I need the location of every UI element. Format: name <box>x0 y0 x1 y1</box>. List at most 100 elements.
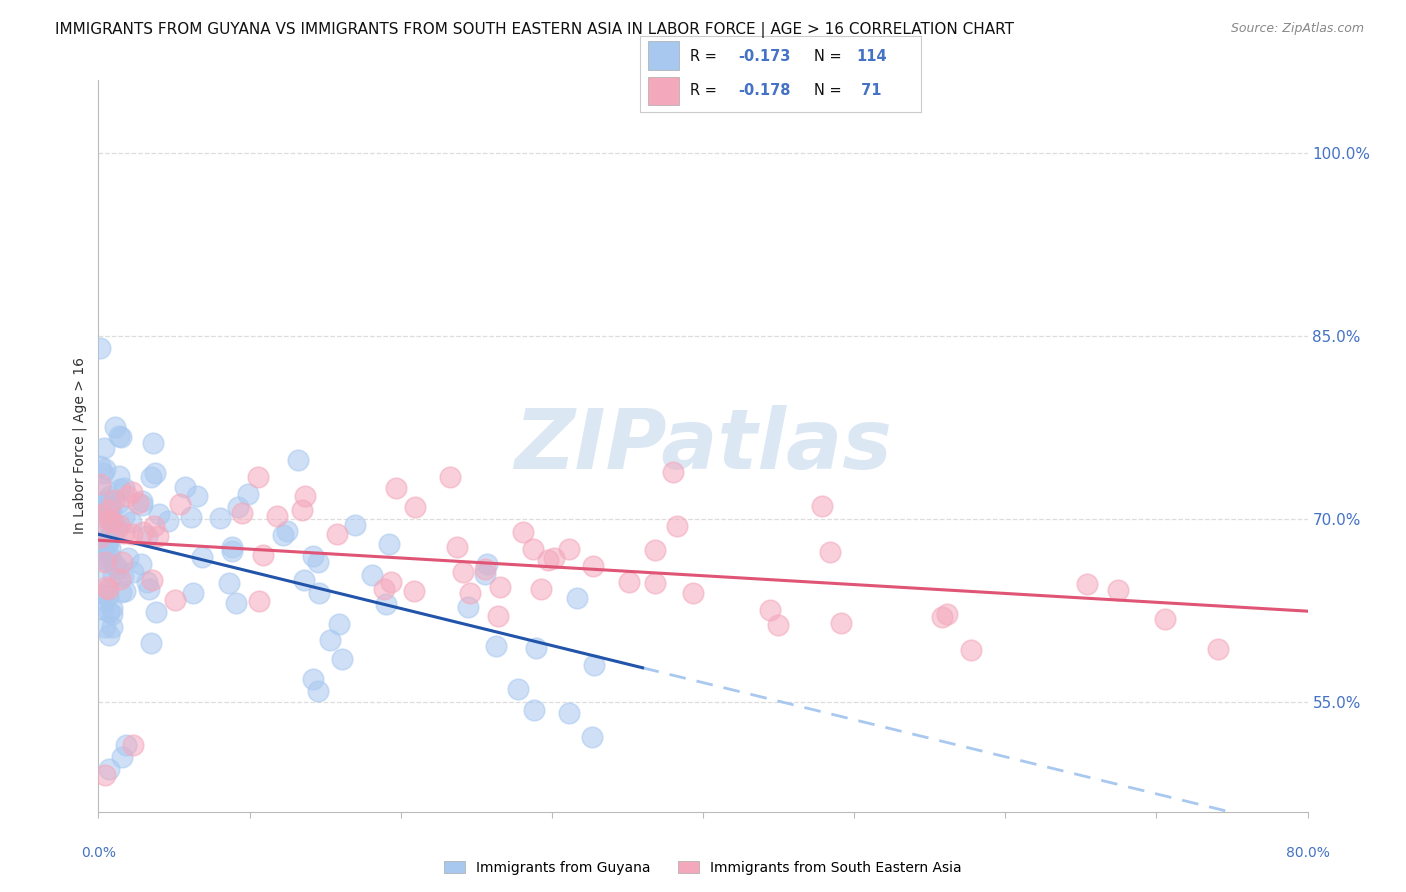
Point <box>97 503 120 517</box>
Point <box>91 467 114 481</box>
Point <box>475 557 498 571</box>
Point <box>451 566 474 580</box>
Point <box>97 531 120 545</box>
Point <box>89 508 111 522</box>
Point <box>156 514 179 528</box>
Point <box>582 657 605 672</box>
Point <box>830 616 852 631</box>
Point <box>111 749 134 764</box>
Point <box>221 540 243 554</box>
Point <box>380 574 402 589</box>
Point <box>191 550 214 565</box>
Point <box>93 442 115 456</box>
Point <box>231 506 253 520</box>
Point <box>145 605 167 619</box>
Point <box>759 602 782 616</box>
Point <box>107 517 129 532</box>
Point <box>108 572 131 586</box>
Point <box>558 542 581 557</box>
Point <box>120 515 142 529</box>
Point <box>271 528 294 542</box>
Text: ZIPatlas: ZIPatlas <box>515 406 891 486</box>
Point <box>114 583 136 598</box>
Point <box>474 562 496 576</box>
Point <box>101 620 124 634</box>
Point <box>163 593 186 607</box>
Point <box>252 548 274 562</box>
Point <box>96 493 118 508</box>
Point <box>307 684 329 698</box>
Point <box>209 511 232 525</box>
Point <box>89 477 111 491</box>
Point <box>811 499 834 513</box>
Point <box>101 607 124 621</box>
Text: 114: 114 <box>856 49 887 64</box>
Point <box>136 529 159 543</box>
Point <box>228 500 250 514</box>
Point <box>361 568 384 582</box>
Point <box>266 509 288 524</box>
Point <box>766 618 789 632</box>
Point <box>221 544 243 558</box>
Point <box>90 512 112 526</box>
Point <box>404 500 426 514</box>
Point <box>246 470 269 484</box>
Point <box>931 609 953 624</box>
Text: -0.173: -0.173 <box>738 49 790 64</box>
Point <box>89 530 111 544</box>
Point <box>506 682 529 697</box>
Point <box>512 524 534 539</box>
Point <box>136 574 159 589</box>
Point <box>378 537 401 551</box>
Point <box>89 458 111 473</box>
Text: R =: R = <box>690 49 717 64</box>
Point <box>89 542 111 557</box>
Point <box>112 509 135 524</box>
Point <box>96 500 118 514</box>
Point <box>307 555 329 569</box>
Point <box>139 470 162 484</box>
Point <box>103 517 125 532</box>
Point <box>97 536 120 550</box>
Bar <box>648 41 679 70</box>
Point <box>131 557 153 571</box>
Point <box>328 617 350 632</box>
Point <box>567 591 589 605</box>
Point <box>100 494 122 508</box>
Point <box>457 599 479 614</box>
Point <box>107 496 129 510</box>
Point <box>236 487 259 501</box>
Point <box>181 586 204 600</box>
Point <box>218 576 240 591</box>
Bar <box>648 77 679 105</box>
Point <box>108 469 131 483</box>
Point <box>287 453 309 467</box>
Legend: Immigrants from Guyana, Immigrants from South Eastern Asia: Immigrants from Guyana, Immigrants from … <box>439 855 967 880</box>
Point <box>319 632 342 647</box>
Point <box>94 620 117 634</box>
Point <box>107 562 129 576</box>
Point <box>91 534 114 549</box>
Point <box>173 480 195 494</box>
Point <box>121 565 143 579</box>
Point <box>458 586 481 600</box>
Point <box>276 524 298 538</box>
Point <box>101 525 124 540</box>
Point <box>91 587 114 601</box>
Point <box>644 576 666 591</box>
Point <box>302 672 325 686</box>
Point <box>105 522 128 536</box>
Text: 0.0%: 0.0% <box>82 847 115 861</box>
Point <box>89 480 111 494</box>
Point <box>108 482 131 496</box>
Point <box>100 506 122 520</box>
Point <box>291 503 314 517</box>
Point <box>143 466 166 480</box>
Text: 80.0%: 80.0% <box>1285 847 1330 861</box>
Point <box>112 526 135 541</box>
Text: 71: 71 <box>856 83 882 98</box>
Text: Source: ZipAtlas.com: Source: ZipAtlas.com <box>1230 22 1364 36</box>
Point <box>104 420 127 434</box>
Point <box>91 601 114 615</box>
Point <box>93 593 115 607</box>
